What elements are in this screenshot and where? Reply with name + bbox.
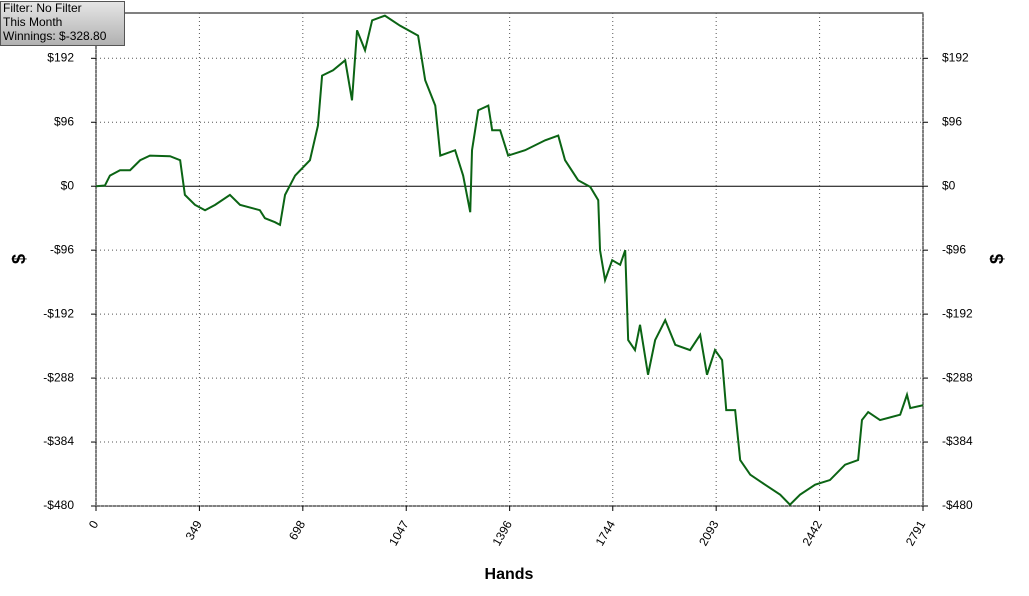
- info-line: This Month: [3, 15, 62, 29]
- y-tick-label: -$480: [43, 498, 74, 512]
- y-tick-label: -$384: [43, 434, 74, 448]
- x-tick-label: 2442: [799, 518, 825, 548]
- y-tick-label: -$192: [43, 306, 74, 320]
- y-tick-label: -$96: [50, 242, 74, 256]
- x-tick-label: 698: [286, 518, 308, 543]
- info-line: Winnings: $-328.80: [3, 29, 107, 43]
- y2-axis-label: $: [987, 254, 1007, 264]
- x-tick-label: 349: [183, 518, 205, 543]
- data-line: [95, 14, 924, 507]
- y-tick-label: -$288: [43, 370, 74, 384]
- y-tick-label: $192: [47, 50, 74, 64]
- x-tick-label: 2791: [903, 518, 929, 548]
- x-tick-label: 2093: [696, 518, 722, 548]
- y2-tick-label: $0: [942, 178, 956, 192]
- y2-tick-label: $96: [942, 114, 962, 128]
- x-tick-label: 1396: [490, 518, 516, 548]
- y-tick-label: $0: [61, 178, 75, 192]
- y2-tick-label: -$480: [942, 498, 973, 512]
- x-tick-label: 0: [86, 518, 102, 531]
- x-tick-label: 1047: [386, 518, 412, 548]
- x-axis-label: Hands: [485, 566, 534, 583]
- y2-tick-label: -$192: [942, 306, 973, 320]
- y-axis-label: $: [9, 254, 29, 264]
- y2-tick-label: $192: [942, 50, 969, 64]
- y2-tick-label: -$288: [942, 370, 973, 384]
- info-box-bg: [0, 1, 125, 46]
- y2-tick-label: -$96: [942, 242, 966, 256]
- y-tick-label: $96: [54, 114, 74, 128]
- y2-tick-label: -$384: [942, 434, 973, 448]
- x-tick-label: 1744: [593, 518, 619, 548]
- plot-frame: [95, 12, 924, 507]
- info-line: Filter: No Filter: [3, 1, 82, 15]
